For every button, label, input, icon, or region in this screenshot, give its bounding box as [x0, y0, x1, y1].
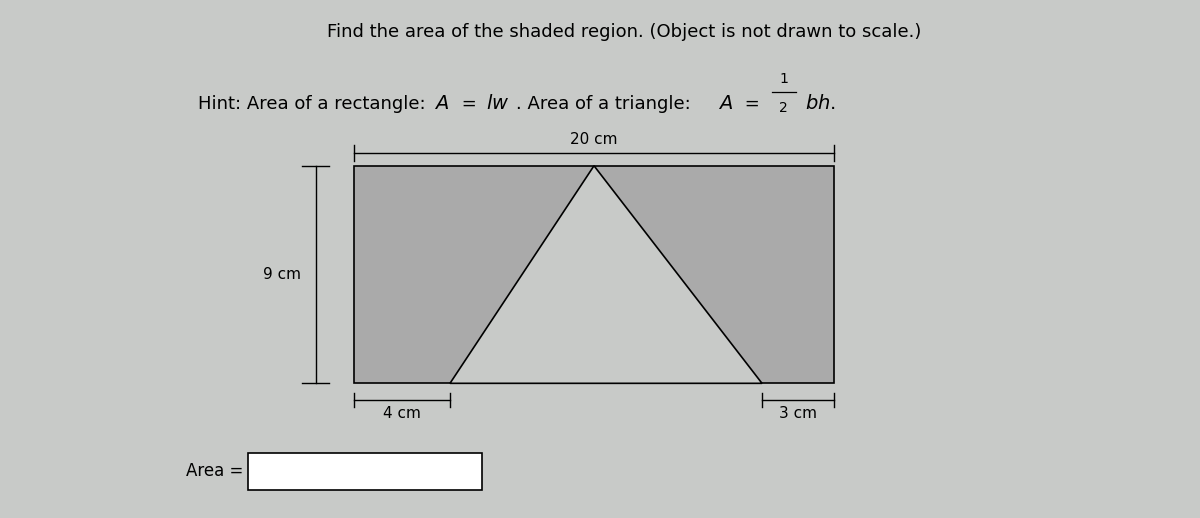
Text: . Area of a triangle:: . Area of a triangle: [516, 95, 696, 112]
Text: $A$: $A$ [434, 94, 450, 113]
Text: =: = [456, 95, 482, 112]
Text: 2: 2 [779, 100, 788, 115]
Text: =: = [739, 95, 766, 112]
Text: 4 cm: 4 cm [383, 406, 421, 421]
Text: 3 cm: 3 cm [779, 406, 817, 421]
Text: Area =: Area = [186, 463, 244, 480]
Text: $lw$: $lw$ [486, 94, 509, 113]
Text: 20 cm: 20 cm [570, 132, 618, 147]
Text: 9 cm: 9 cm [263, 267, 301, 282]
Text: $A$: $A$ [718, 94, 733, 113]
Text: Hint: Area of a rectangle:: Hint: Area of a rectangle: [198, 95, 431, 112]
Text: Find the area of the shaded region. (Object is not drawn to scale.): Find the area of the shaded region. (Obj… [326, 23, 922, 41]
Text: $bh.$: $bh.$ [805, 94, 836, 113]
Text: 1: 1 [779, 71, 788, 86]
